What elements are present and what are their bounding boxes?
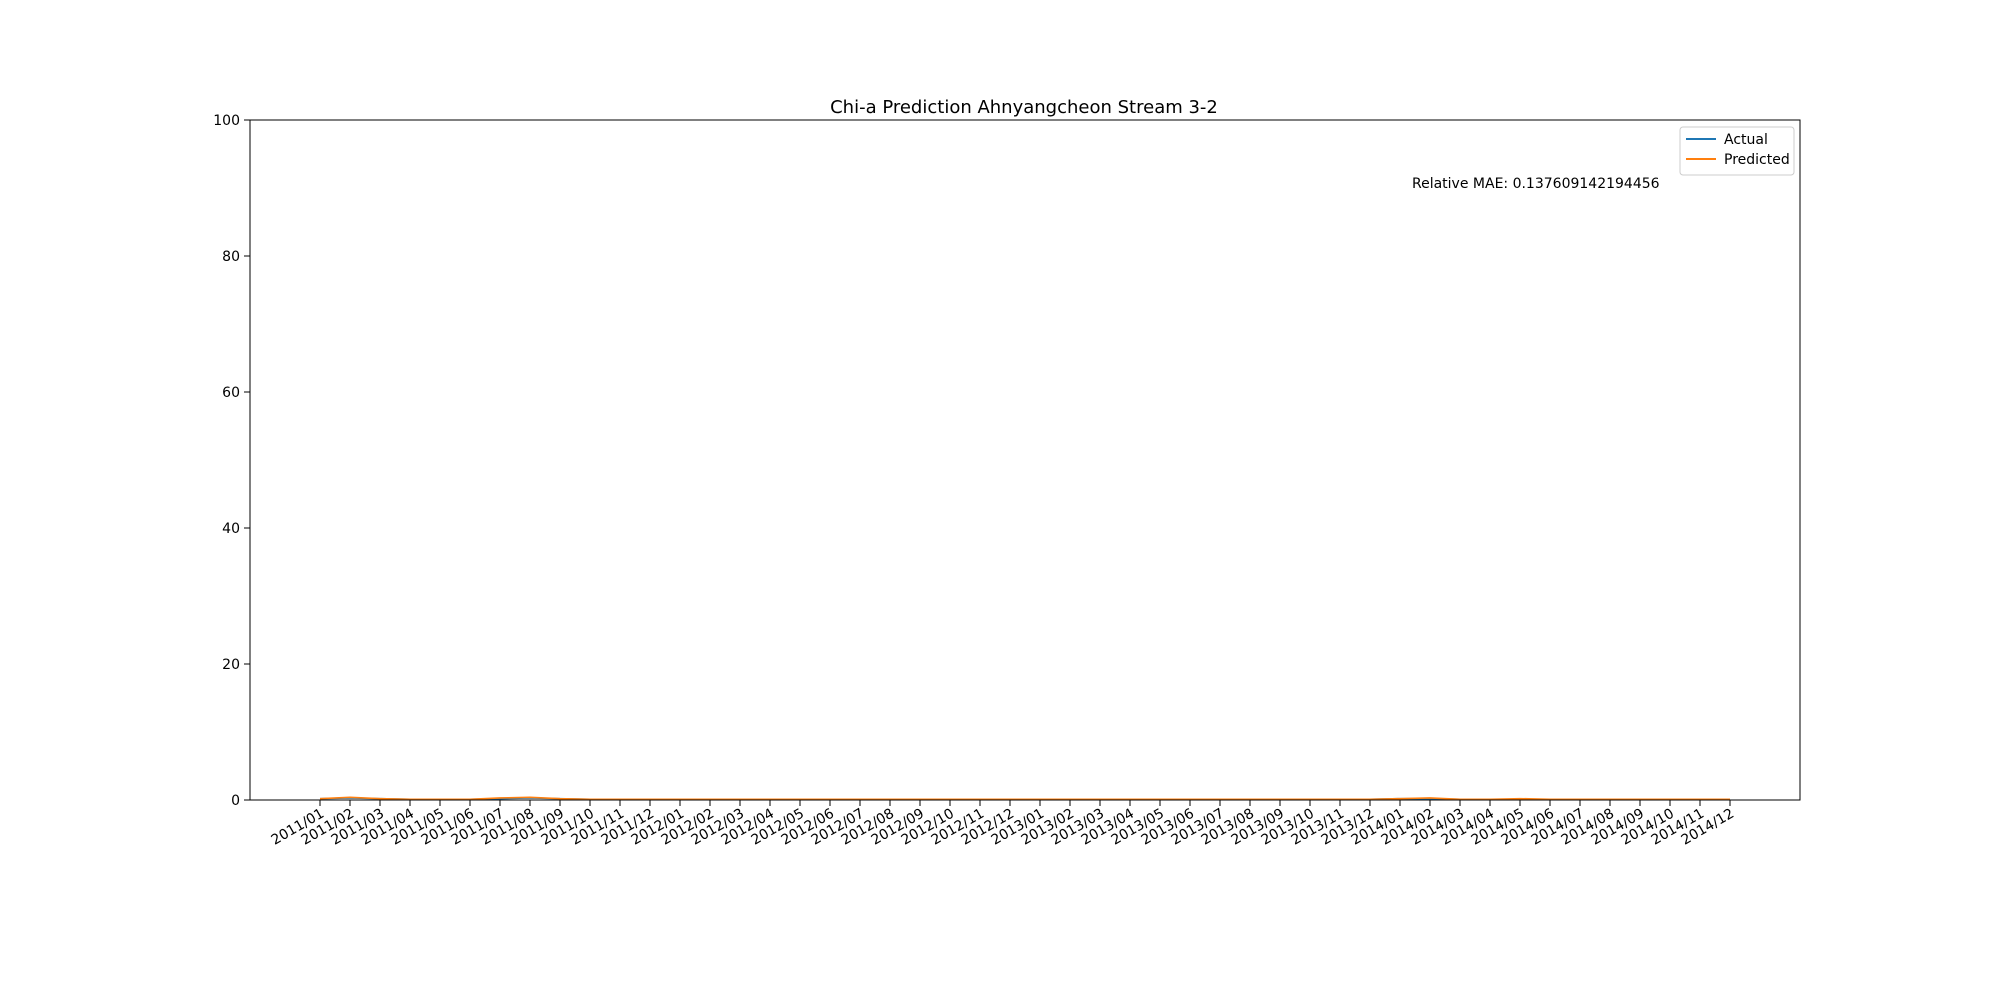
y-tick-label: 60 [222, 385, 240, 401]
series-lines [319, 796, 1730, 801]
x-axis: 2011/012011/022011/032011/042011/052011/… [269, 800, 1737, 849]
y-tick-label: 0 [231, 793, 240, 809]
y-tick-label: 20 [222, 657, 240, 673]
y-tick-label: 100 [213, 113, 240, 129]
y-tick-label: 80 [222, 249, 240, 265]
legend: Actual Predicted [1679, 126, 1795, 176]
y-axis: 0 20 40 60 80 100 [213, 113, 250, 809]
chart-title: Chi-a Prediction Ahnyangcheon Stream 3-2 [830, 97, 1218, 118]
legend-label-actual: Actual [1724, 132, 1768, 148]
series-line-predicted [319, 796, 1730, 801]
plot-frame [249, 119, 1801, 801]
legend-label-predicted: Predicted [1724, 152, 1790, 168]
y-tick-label: 40 [222, 521, 240, 537]
mae-annotation: Relative MAE: 0.137609142194456 [1412, 176, 1660, 192]
